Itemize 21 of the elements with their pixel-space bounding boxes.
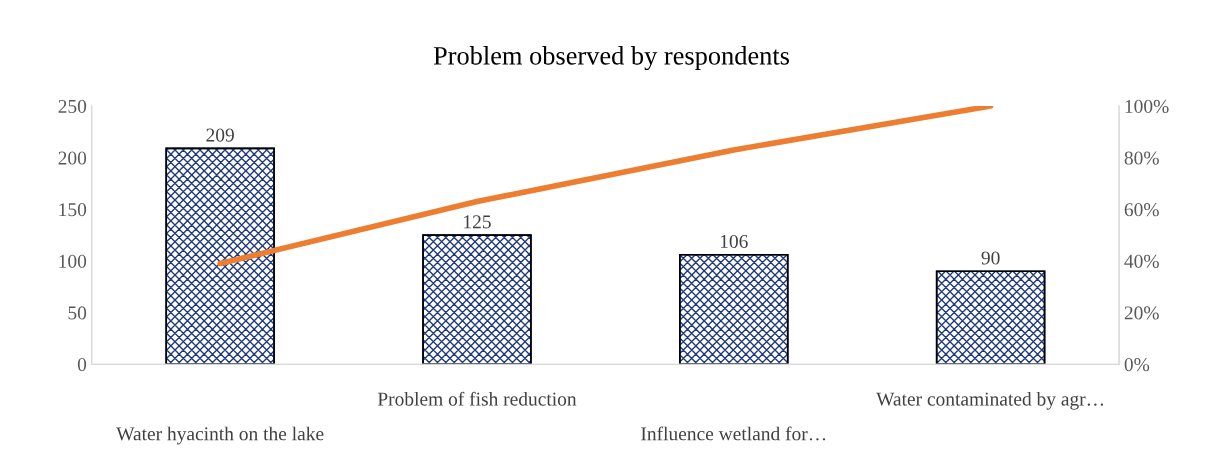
y2-tick-label: 20% [1124, 306, 1159, 320]
x-tick-label: Water hyacinth on the lake [116, 426, 324, 445]
x-tick-label: Problem of fish reduction [377, 391, 577, 406]
y2-tick-label: 60% [1124, 203, 1159, 217]
x-tick-label: Influence wetland for… [641, 426, 826, 441]
y-tick-label: 250 [58, 99, 87, 113]
data-label: 209 [206, 128, 234, 142]
x-tick-label: Water contaminated by agr… [876, 391, 1104, 410]
y2-tick-label: 80% [1124, 151, 1159, 165]
y-tick-label: 100 [59, 254, 87, 268]
y-tick-label: 200 [58, 151, 87, 165]
y2-tick-label: 100% [1125, 99, 1169, 114]
y-tick-label: 50 [68, 306, 87, 320]
chart-title: Problem observed by respondents [433, 46, 789, 71]
y2-tick-label: 0% [1124, 358, 1150, 372]
data-label: 90 [981, 251, 1000, 265]
y-tick-label: 150 [59, 203, 87, 217]
data-label: 106 [720, 234, 748, 248]
y2-tick-label: 40% [1124, 254, 1159, 268]
data-label: 125 [464, 215, 491, 229]
y-tick-label: 0 [77, 358, 87, 372]
